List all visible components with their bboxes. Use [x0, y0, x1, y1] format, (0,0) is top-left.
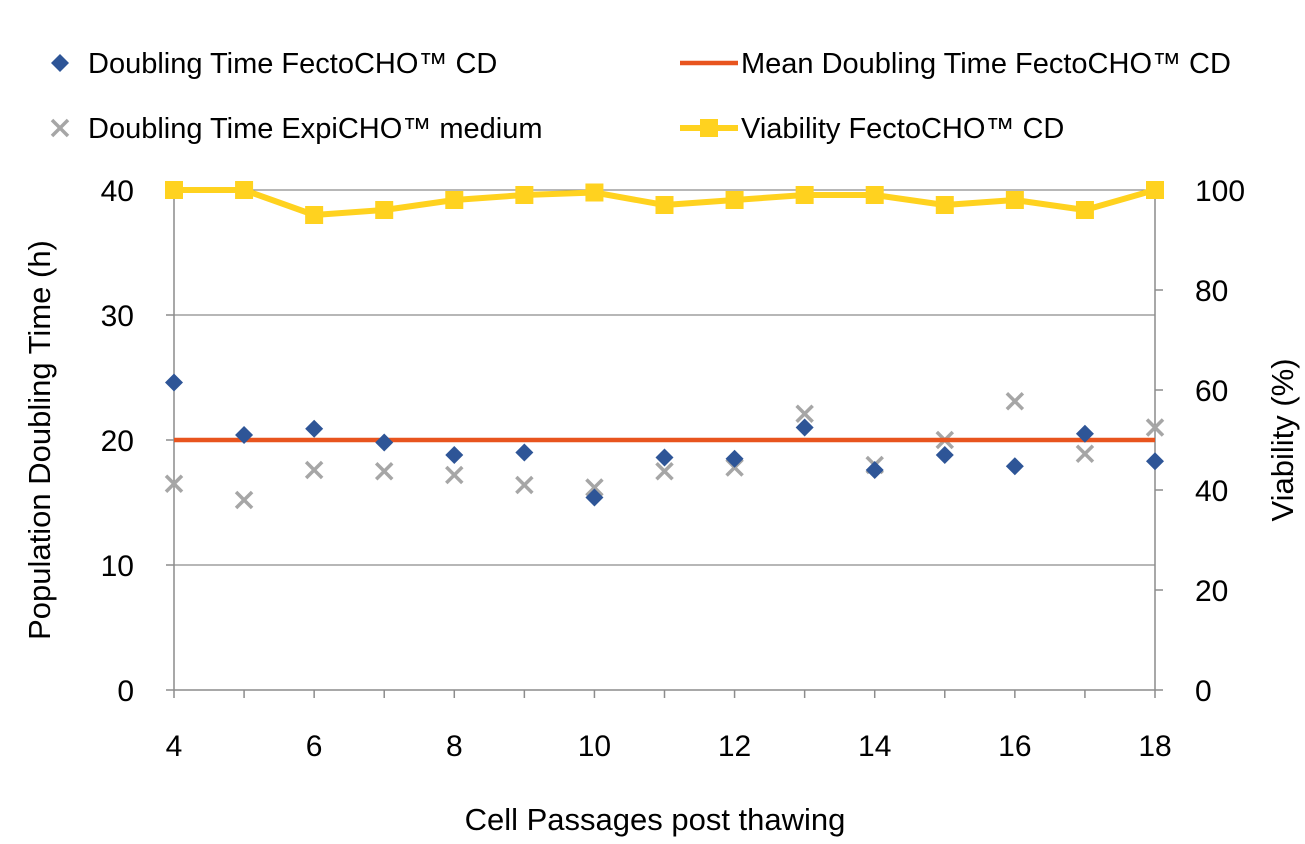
fectocho-point — [375, 433, 394, 452]
x-marker-stroke — [515, 475, 534, 495]
x-marker-stroke — [1005, 392, 1025, 411]
viability-point — [655, 196, 674, 214]
fectocho-point — [865, 461, 884, 479]
y-tick-label: 30 — [101, 300, 134, 333]
x-tick-label: 18 — [1138, 730, 1171, 763]
y-tick-label: 40 — [101, 175, 134, 208]
y-tick-label: 20 — [101, 425, 134, 458]
viability-point — [235, 181, 254, 199]
x-marker-stroke — [445, 465, 464, 485]
viability-point — [935, 196, 954, 214]
expicho-point — [164, 474, 184, 493]
y-tick-label: 10 — [101, 550, 134, 583]
expicho-point — [374, 462, 394, 481]
x-tick-label: 8 — [446, 730, 463, 763]
expicho-point — [1145, 418, 1165, 437]
axes — [166, 189, 1163, 698]
expicho-point — [795, 404, 814, 423]
fectocho-point — [235, 426, 254, 444]
gridlines — [174, 189, 1155, 566]
y2-tick-label: 80 — [1195, 275, 1228, 308]
expicho-point — [1005, 392, 1025, 411]
x-marker-stroke — [374, 462, 394, 481]
x-marker-stroke — [164, 474, 184, 493]
viability-point — [795, 186, 814, 204]
viability-point — [1005, 191, 1024, 209]
x-tick-label: 14 — [858, 730, 891, 763]
x-marker-stroke — [1075, 444, 1095, 463]
fectocho-point — [585, 488, 604, 507]
legend-expicho-marker — [50, 118, 70, 138]
expicho-point — [585, 478, 604, 497]
fectocho-point — [935, 446, 954, 464]
series-expicho — [164, 392, 1165, 510]
tick-labels: 0 10 20 30 40 0 20 40 60 80 100 4 6 8 10 12 14 16 18 — [101, 175, 1245, 763]
fectocho-point — [795, 418, 814, 437]
legend-fectocho-label: Doubling Time FectoCHO™ CD — [88, 48, 497, 80]
x-tick-label: 6 — [306, 730, 323, 763]
x-marker-stroke — [234, 490, 254, 510]
legend-expicho-label: Doubling Time ExpiCHO™ medium — [88, 113, 542, 145]
viability-point — [445, 191, 464, 209]
viability-point — [515, 186, 534, 204]
viability-point — [585, 183, 604, 202]
y2-tick-label: 100 — [1195, 175, 1245, 208]
viability-point — [305, 206, 324, 224]
expicho-point — [515, 475, 534, 495]
fectocho-point — [1075, 424, 1094, 443]
expicho-point — [655, 462, 674, 481]
expicho-point — [1075, 444, 1095, 463]
viability-point — [725, 191, 744, 209]
expicho-point — [234, 490, 254, 510]
fectocho-point — [305, 419, 324, 438]
series-viability — [165, 181, 1164, 224]
x-marker-stroke — [50, 118, 70, 138]
y2-tick-label: 40 — [1195, 475, 1228, 508]
viability-point — [375, 201, 394, 219]
fectocho-point — [1146, 452, 1164, 471]
expicho-point — [445, 465, 464, 485]
legend-mean-label: Mean Doubling Time FectoCHO™ CD — [741, 48, 1231, 80]
x-tick-label: 10 — [578, 730, 611, 763]
x-marker-stroke — [795, 404, 814, 423]
legend: Doubling Time FectoCHO™ CD Mean Doubling … — [50, 48, 1231, 145]
expicho-point — [304, 460, 324, 480]
viability-point — [865, 186, 884, 204]
legend-fectocho-marker — [51, 54, 69, 72]
fectocho-point — [515, 443, 534, 462]
x-tick-label: 4 — [166, 730, 183, 763]
x-marker-stroke — [585, 478, 604, 497]
y2-tick-label: 60 — [1195, 375, 1228, 408]
y2-tick-label: 0 — [1195, 675, 1212, 708]
series-fectocho — [165, 373, 1164, 507]
x-tick-label: 12 — [718, 730, 751, 763]
viability-point — [1075, 201, 1094, 219]
plot-area — [164, 181, 1165, 510]
x-axis-title: Cell Passages post thawing — [465, 802, 846, 837]
y-axis-title: Population Doubling Time (h) — [22, 240, 57, 640]
viability-point — [165, 181, 183, 199]
fectocho-point — [165, 373, 183, 392]
y-tick-label: 0 — [117, 675, 134, 708]
x-marker-stroke — [1145, 418, 1165, 437]
y2-axis-title: Viability (%) — [1265, 358, 1300, 521]
x-tick-label: 16 — [998, 730, 1031, 763]
legend-viability-label: Viability FectoCHO™ CD — [741, 113, 1064, 145]
fectocho-point — [725, 449, 744, 468]
y2-tick-label: 20 — [1195, 575, 1228, 608]
x-marker-stroke — [304, 460, 324, 480]
legend-viability-marker — [700, 119, 718, 137]
fectocho-point — [1005, 457, 1024, 476]
viability-point — [1146, 181, 1164, 199]
fectocho-point — [445, 446, 464, 464]
x-marker-stroke — [655, 462, 674, 481]
fectocho-point — [655, 448, 674, 467]
